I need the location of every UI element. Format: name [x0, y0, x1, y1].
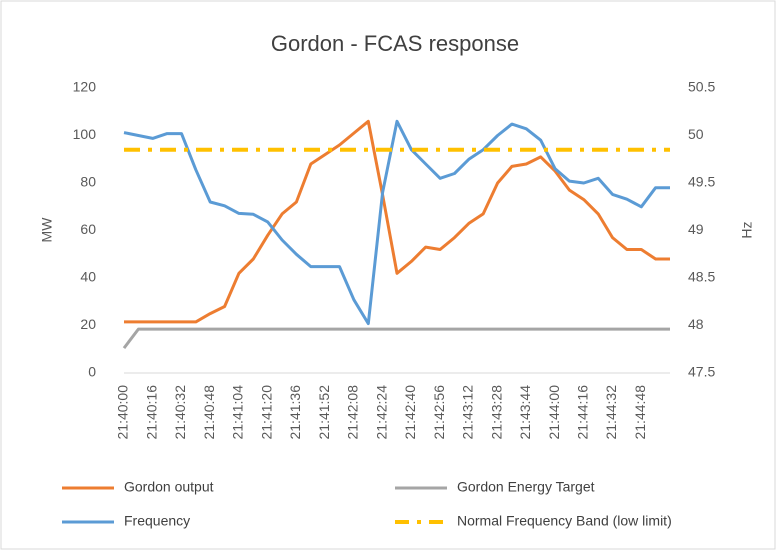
y2-tick-label: 50.5: [688, 79, 715, 95]
legend-label: Frequency: [124, 513, 190, 529]
legend-label: Normal Frequency Band (low limit): [457, 513, 672, 529]
x-tick-label: 21:42:56: [431, 385, 447, 440]
x-tick-label: 21:43:44: [517, 385, 533, 440]
x-tick-label: 21:41:52: [316, 385, 332, 440]
x-tick-label: 21:40:32: [172, 385, 188, 440]
x-tick-label: 21:40:00: [115, 385, 131, 440]
y-axis-title: MW: [39, 217, 55, 243]
y-tick-label: 0: [88, 364, 96, 380]
y-tick-label: 100: [73, 126, 97, 142]
y2-tick-label: 48: [688, 316, 704, 332]
chart-title: Gordon - FCAS response: [271, 31, 519, 56]
x-tick-label: 21:44:16: [574, 385, 590, 440]
x-tick-label: 21:44:48: [632, 385, 648, 440]
x-tick-label: 21:42:24: [373, 385, 389, 440]
x-tick-label: 21:44:00: [546, 385, 562, 440]
x-tick-label: 21:41:36: [287, 385, 303, 440]
y2-tick-label: 49.5: [688, 174, 715, 190]
x-tick-label: 21:40:48: [201, 385, 217, 440]
x-tick-label: 21:40:16: [143, 385, 159, 440]
y2-tick-label: 48.5: [688, 269, 715, 285]
y-tick-label: 120: [73, 79, 97, 95]
x-tick-label: 21:41:20: [258, 385, 274, 440]
y-tick-label: 20: [80, 316, 96, 332]
x-tick-label: 21:42:08: [345, 385, 361, 440]
y2-tick-label: 49: [688, 221, 704, 237]
series-line: [124, 119, 670, 324]
x-tick-label: 21:43:28: [488, 385, 504, 440]
y2-tick-label: 50: [688, 126, 704, 142]
y2-axis-title: Hz: [739, 221, 755, 238]
y-tick-label: 40: [80, 269, 96, 285]
y-tick-label: 60: [80, 221, 96, 237]
y-tick-label: 80: [80, 174, 96, 190]
x-tick-label: 21:41:04: [230, 385, 246, 440]
x-tick-label: 21:42:40: [402, 385, 418, 440]
series-line: [122, 327, 670, 350]
y2-tick-label: 47.5: [688, 364, 715, 380]
legend-label: Gordon output: [124, 479, 214, 495]
x-tick-label: 21:44:32: [603, 385, 619, 440]
x-tick-label: 21:43:12: [460, 385, 476, 440]
legend-label: Gordon Energy Target: [457, 479, 595, 495]
series-line: [123, 119, 670, 326]
